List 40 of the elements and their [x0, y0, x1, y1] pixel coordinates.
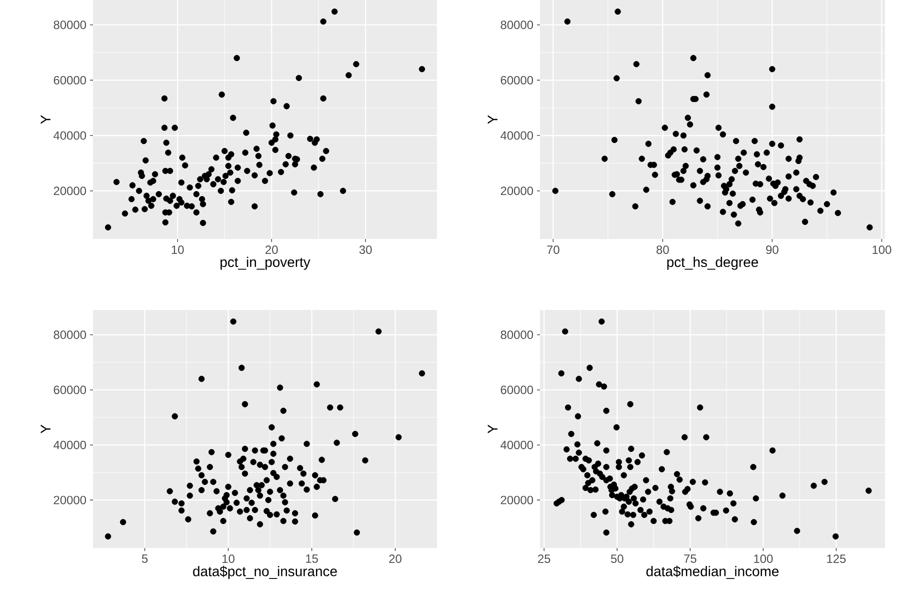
y-tick-label: 60000 [54, 76, 86, 84]
y-tick-label: 40000 [54, 440, 86, 450]
x-tick-label: 70 [547, 246, 560, 254]
x-tick-label: 100 [754, 554, 773, 563]
y-axis-title: Y [40, 115, 50, 124]
x-tick-label: 50 [610, 554, 624, 563]
y-axis-title: Y [40, 424, 50, 434]
y-tick-label: 80000 [500, 330, 534, 340]
x-axis-title: data$pct_no_insurance [193, 566, 337, 580]
x-tick-label: 20 [266, 246, 278, 254]
x-tick-label: 10 [222, 554, 234, 563]
x-tick-label: 125 [827, 554, 846, 563]
x-tick-label: 75 [684, 554, 696, 563]
y-tick-label: 20000 [500, 186, 534, 196]
y-tick-label: 20000 [54, 186, 86, 196]
y-tick-label: 60000 [54, 386, 86, 394]
y-axis-title: Y [488, 424, 498, 434]
y-tick-label: 60000 [500, 76, 534, 84]
y-tick-label: 80000 [54, 20, 86, 30]
y-tick-label: 80000 [54, 330, 86, 340]
y-tick-label: 40000 [500, 131, 534, 140]
x-axis-title: pct_in_poverty [220, 256, 310, 270]
x-tick-label: 90 [766, 246, 778, 254]
x-tick-label: 25 [538, 554, 550, 563]
x-tick-label: 5 [142, 554, 148, 563]
y-tick-label: 60000 [500, 386, 534, 394]
x-tick-label: 80 [656, 246, 669, 254]
y-tick-label: 40000 [54, 131, 86, 140]
y-tick-label: 20000 [54, 496, 86, 504]
y-axis-title: Y [488, 115, 498, 124]
x-tick-label: 10 [172, 246, 184, 254]
y-tick-label: 80000 [500, 20, 534, 30]
x-tick-label: 30 [359, 246, 372, 254]
y-tick-label: 40000 [500, 440, 534, 450]
x-tick-label: 100 [872, 246, 892, 254]
x-tick-label: 20 [389, 554, 402, 563]
x-axis-title: data$median_income [646, 566, 779, 579]
y-tick-label: 20000 [500, 496, 534, 504]
x-tick-label: 15 [306, 554, 318, 563]
x-axis-title: pct_hs_degree [667, 256, 758, 270]
